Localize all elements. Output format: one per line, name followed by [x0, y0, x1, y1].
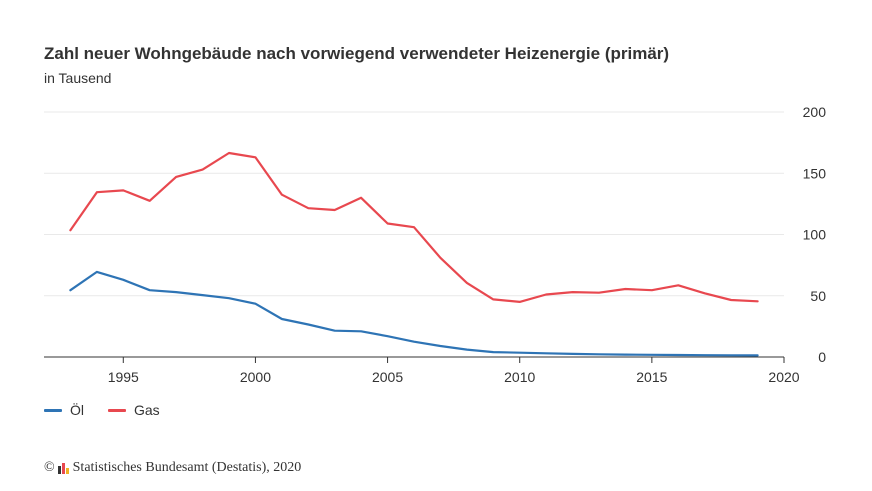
x-tick-label-2000: 2000 — [240, 369, 271, 385]
legend-item-gas[interactable]: Gas — [108, 402, 160, 418]
destatis-logo-icon — [57, 462, 69, 474]
chart-subtitle: in Tausend — [44, 70, 112, 86]
chart-legend: Öl Gas — [44, 402, 184, 418]
y-tick-label-150: 150 — [803, 165, 827, 181]
legend-label-oel: Öl — [70, 402, 84, 418]
x-tick-label-2020: 2020 — [768, 369, 799, 385]
credit-text: Statistisches Bundesamt (Destatis), 2020 — [72, 460, 302, 475]
y-tick-label-50: 50 — [810, 288, 826, 304]
x-tick-label-2015: 2015 — [636, 369, 667, 385]
x-tick-label-1995: 1995 — [108, 369, 139, 385]
legend-swatch-oel — [44, 408, 62, 412]
legend-item-oel[interactable]: Öl — [44, 402, 84, 418]
copyright-symbol: © — [44, 460, 55, 475]
chart-title: Zahl neuer Wohngebäude nach vorwiegend v… — [44, 44, 670, 63]
y-tick-label-200: 200 — [803, 104, 827, 120]
legend-label-gas: Gas — [134, 402, 160, 418]
x-tick-label-2010: 2010 — [504, 369, 535, 385]
series-line-oel — [69, 270, 759, 357]
y-tick-label-0: 0 — [818, 349, 826, 365]
y-tick-label-100: 100 — [803, 227, 827, 243]
series-line-gas — [69, 151, 759, 303]
source-credit: © Statistisches Bundesamt (Destatis), 20… — [44, 460, 301, 476]
legend-swatch-gas — [108, 408, 126, 412]
x-tick-label-2005: 2005 — [372, 369, 403, 385]
